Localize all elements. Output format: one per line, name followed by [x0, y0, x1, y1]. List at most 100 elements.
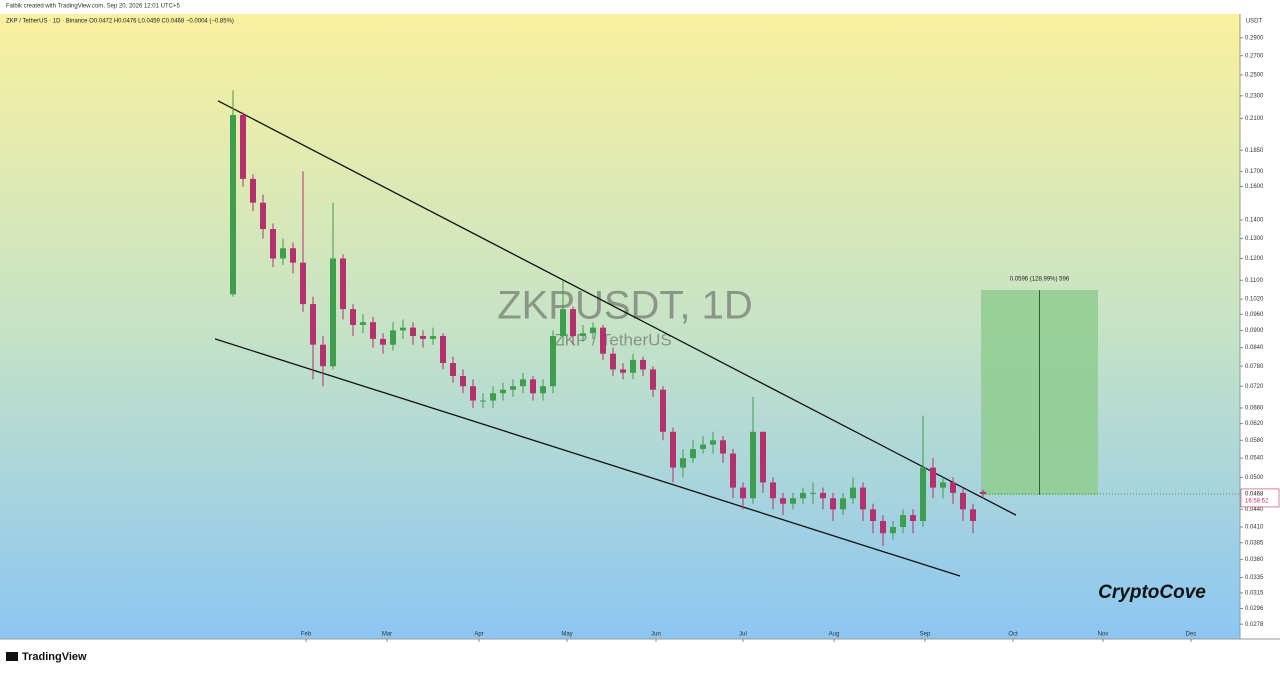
- candle-body: [610, 353, 616, 370]
- countdown: 16:58:52: [1245, 499, 1269, 505]
- x-tick-label: Apr: [474, 632, 483, 638]
- candle-body: [400, 327, 406, 331]
- y-tick-label: 0.0580: [1245, 438, 1264, 444]
- candle-body: [780, 498, 786, 504]
- candle-body: [350, 309, 356, 325]
- candle-body: [500, 389, 506, 394]
- candle-body: [620, 369, 626, 373]
- candle-body: [900, 515, 906, 528]
- y-tick-label: 0.1100: [1245, 278, 1264, 284]
- candle-body: [980, 491, 986, 494]
- candle-body: [680, 458, 686, 468]
- candle-body: [490, 393, 496, 401]
- candle-body: [390, 330, 396, 345]
- candle-body: [600, 327, 606, 354]
- candle-body: [810, 492, 816, 494]
- candle-body: [860, 487, 866, 510]
- candle-body: [260, 202, 266, 230]
- y-unit: USDT: [1246, 19, 1263, 25]
- candle-body: [870, 509, 876, 521]
- candle-body: [540, 386, 546, 394]
- y-tick-label: 0.0620: [1245, 421, 1264, 427]
- candle-body: [940, 482, 946, 488]
- y-tick-label: 0.2900: [1245, 35, 1264, 41]
- x-tick-label: Jun: [651, 632, 661, 638]
- signature: CryptoCove: [1098, 582, 1206, 603]
- y-tick-label: 0.2100: [1245, 116, 1264, 122]
- y-tick-label: 0.0720: [1245, 384, 1264, 390]
- x-tick-label: Oct: [1008, 632, 1018, 638]
- candle-body: [520, 379, 526, 387]
- candle-body: [450, 363, 456, 377]
- y-tick-label: 0.0960: [1245, 312, 1264, 318]
- x-tick-label: Feb: [301, 632, 312, 638]
- y-tick-label: 0.0278: [1245, 622, 1264, 628]
- candle-body: [630, 359, 636, 373]
- candle-body: [690, 449, 696, 459]
- candle-body: [460, 376, 466, 387]
- candle-body: [750, 431, 756, 499]
- last-price-box: [1240, 488, 1280, 508]
- y-tick-label: 0.0360: [1245, 557, 1264, 563]
- candle-body: [740, 487, 746, 499]
- legend: ZKP / TetherUS · 1D · Binance O0.0472 H0…: [6, 19, 234, 25]
- x-tick-label: Nov: [1098, 632, 1109, 638]
- candle-body: [710, 440, 716, 445]
- candle-body: [720, 440, 726, 454]
- footer-brand: TradingView: [22, 651, 87, 663]
- x-tick-label: Sep: [920, 632, 931, 638]
- candle-body: [470, 386, 476, 401]
- y-tick-label: 0.0900: [1245, 328, 1264, 334]
- target-label: 0.0596 (128.99%) 596: [1010, 277, 1070, 283]
- candle-body: [730, 453, 736, 488]
- y-tick-label: 0.0540: [1245, 456, 1264, 462]
- candle-body: [920, 467, 926, 521]
- candle-body: [230, 114, 236, 295]
- candle-body: [430, 336, 436, 339]
- candle-body: [830, 498, 836, 510]
- candle-body: [410, 327, 416, 337]
- candle-body: [510, 386, 516, 390]
- candle-body: [880, 520, 886, 534]
- candle-body: [340, 258, 346, 310]
- candle-body: [310, 304, 316, 345]
- candle-body: [380, 338, 386, 345]
- x-tick-label: Aug: [829, 632, 840, 638]
- y-tick-label: 0.0500: [1245, 475, 1264, 481]
- candle-body: [570, 309, 576, 337]
- y-tick-label: 0.0660: [1245, 406, 1264, 412]
- y-tick-label: 0.1850: [1245, 148, 1264, 154]
- candle-body: [550, 336, 556, 387]
- y-tick-label: 0.0315: [1245, 591, 1264, 597]
- candle-body: [910, 515, 916, 521]
- y-tick-label: 0.2500: [1245, 73, 1264, 79]
- credit: Falbik created with TradingView.com, Sep…: [6, 4, 180, 10]
- y-tick-label: 0.1700: [1245, 169, 1264, 175]
- candle-body: [660, 389, 666, 432]
- y-tick-label: 0.0335: [1245, 575, 1264, 581]
- candle-body: [370, 322, 376, 339]
- x-tick-label: Jul: [739, 632, 747, 638]
- y-tick-label: 0.1300: [1245, 236, 1264, 242]
- candle-body: [930, 467, 936, 488]
- candle-body: [240, 114, 246, 179]
- x-tick-label: Mar: [382, 632, 392, 638]
- x-tick-label: May: [561, 632, 572, 638]
- candle-body: [950, 482, 956, 493]
- candle-body: [890, 527, 896, 534]
- candle-body: [770, 482, 776, 499]
- candle-body: [270, 229, 276, 259]
- candle-body: [300, 262, 306, 305]
- candle-body: [290, 248, 296, 263]
- candle-body: [840, 498, 846, 510]
- candle-body: [790, 498, 796, 504]
- candle-body: [820, 492, 826, 499]
- candle-body: [480, 400, 486, 402]
- y-tick-label: 0.0840: [1245, 345, 1264, 351]
- candle-body: [360, 322, 366, 325]
- candle-body: [670, 431, 676, 468]
- y-tick-label: 0.1400: [1245, 218, 1264, 224]
- trendline: [214, 338, 961, 577]
- last-price-label: 0.0468: [1245, 492, 1264, 498]
